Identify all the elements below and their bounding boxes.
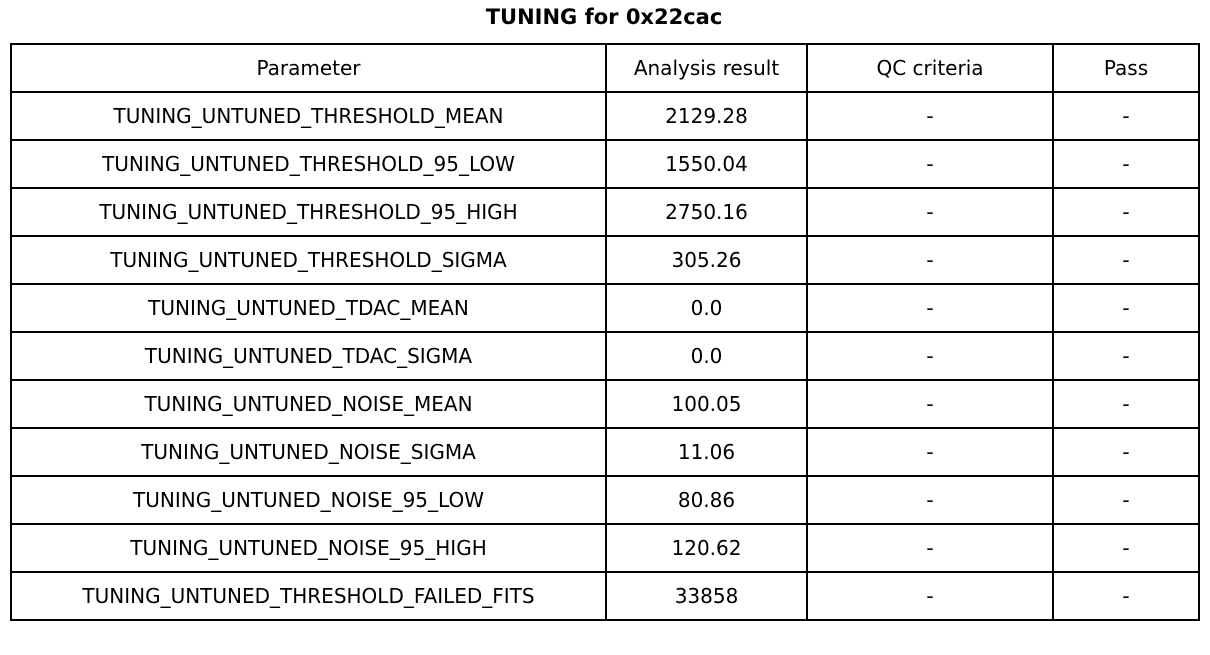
pass-cell: -	[1052, 571, 1200, 621]
parameter-cell: TUNING_UNTUNED_TDAC_MEAN	[10, 283, 607, 333]
table-row: TUNING_UNTUNED_THRESHOLD_MEAN 2129.28- -	[10, 91, 1200, 141]
pass-cell: -	[1052, 523, 1200, 573]
parameter-cell: TUNING_UNTUNED_NOISE_MEAN	[10, 379, 607, 429]
analysis-result-cell: 33858	[605, 571, 808, 621]
table-row: TUNING_UNTUNED_NOISE_MEAN 100.05- -	[10, 379, 1200, 429]
table-row: TUNING_UNTUNED_TDAC_MEAN 0.0- -	[10, 283, 1200, 333]
parameter-cell: TUNING_UNTUNED_TDAC_SIGMA	[10, 331, 607, 381]
qc-criteria-cell: -	[806, 187, 1054, 237]
qc-criteria-cell: -	[806, 235, 1054, 285]
pass-cell: -	[1052, 187, 1200, 237]
table-row: TUNING_UNTUNED_NOISE_95_LOW 80.86- -	[10, 475, 1200, 525]
table-row: TUNING_UNTUNED_THRESHOLD_SIGMA 305.26- -	[10, 235, 1200, 285]
pass-cell: -	[1052, 91, 1200, 141]
parameter-cell: TUNING_UNTUNED_THRESHOLD_95_HIGH	[10, 187, 607, 237]
column-header-parameter: Parameter	[10, 43, 607, 93]
pass-cell: -	[1052, 283, 1200, 333]
column-header-pass: Pass	[1052, 43, 1200, 93]
qc-criteria-cell: -	[806, 139, 1054, 189]
figure-title: TUNING for 0x22cac	[485, 5, 723, 29]
parameter-cell: TUNING_UNTUNED_THRESHOLD_FAILED_FITS	[10, 571, 607, 621]
parameter-cell: TUNING_UNTUNED_THRESHOLD_MEAN	[10, 91, 607, 141]
parameter-cell: TUNING_UNTUNED_THRESHOLD_95_LOW	[10, 139, 607, 189]
tuning-qc-table: Parameter Analysis result QC criteria Pa…	[10, 43, 1200, 621]
analysis-result-cell: 0.0	[605, 283, 808, 333]
analysis-result-cell: 1550.04	[605, 139, 808, 189]
qc-criteria-cell: -	[806, 571, 1054, 621]
qc-criteria-cell: -	[806, 379, 1054, 429]
pass-cell: -	[1052, 331, 1200, 381]
parameter-cell: TUNING_UNTUNED_NOISE_SIGMA	[10, 427, 607, 477]
table-row: TUNING_UNTUNED_NOISE_SIGMA 11.06- -	[10, 427, 1200, 477]
table-body: TUNING_UNTUNED_THRESHOLD_MEAN 2129.28- - TU…	[10, 91, 1200, 621]
analysis-result-cell: 100.05	[605, 379, 808, 429]
parameter-cell: TUNING_UNTUNED_THRESHOLD_SIGMA	[10, 235, 607, 285]
column-header-analysis-result: Analysis result	[605, 43, 808, 93]
analysis-result-cell: 2129.28	[605, 91, 808, 141]
qc-criteria-cell: -	[806, 475, 1054, 525]
pass-cell: -	[1052, 379, 1200, 429]
analysis-result-cell: 305.26	[605, 235, 808, 285]
analysis-result-cell: 0.0	[605, 331, 808, 381]
qc-criteria-cell: -	[806, 427, 1054, 477]
parameter-cell: TUNING_UNTUNED_NOISE_95_HIGH	[10, 523, 607, 573]
table-row: TUNING_UNTUNED_TDAC_SIGMA 0.0- -	[10, 331, 1200, 381]
qc-criteria-cell: -	[806, 331, 1054, 381]
pass-cell: -	[1052, 235, 1200, 285]
header-row: Parameter Analysis result QC criteria Pa…	[10, 43, 1200, 93]
pass-cell: -	[1052, 139, 1200, 189]
qc-criteria-cell: -	[806, 523, 1054, 573]
analysis-result-cell: 11.06	[605, 427, 808, 477]
analysis-result-cell: 2750.16	[605, 187, 808, 237]
pass-cell: -	[1052, 427, 1200, 477]
table-row: TUNING_UNTUNED_THRESHOLD_95_LOW 1550.04- -	[10, 139, 1200, 189]
table-row: TUNING_UNTUNED_NOISE_95_HIGH 120.62- -	[10, 523, 1200, 573]
analysis-result-cell: 80.86	[605, 475, 808, 525]
table-row: TUNING_UNTUNED_THRESHOLD_FAILED_FITS 3385…	[10, 571, 1200, 621]
parameter-cell: TUNING_UNTUNED_NOISE_95_LOW	[10, 475, 607, 525]
qc-criteria-cell: -	[806, 91, 1054, 141]
qc-criteria-cell: -	[806, 283, 1054, 333]
column-header-qc-criteria: QC criteria	[806, 43, 1054, 93]
table-row: TUNING_UNTUNED_THRESHOLD_95_HIGH 2750.16-…	[10, 187, 1200, 237]
analysis-result-cell: 120.62	[605, 523, 808, 573]
pass-cell: -	[1052, 475, 1200, 525]
